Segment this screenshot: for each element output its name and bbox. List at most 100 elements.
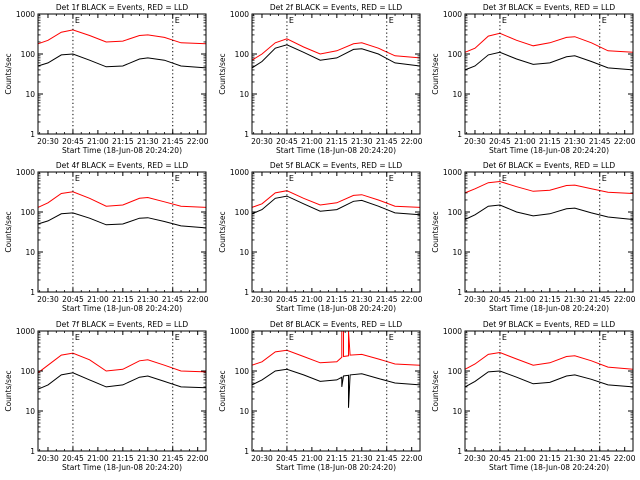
event-marker-label: E bbox=[502, 174, 507, 183]
x-tick-label: 21:15 bbox=[326, 295, 348, 304]
x-tick-label: 20:30 bbox=[37, 137, 59, 146]
x-tick-label: 20:45 bbox=[276, 137, 298, 146]
series-lld-line bbox=[38, 192, 206, 208]
subplot-title: Det 7f BLACK = Events, RED = LLD bbox=[56, 320, 189, 329]
series-lld-line bbox=[465, 353, 633, 370]
x-tick-label: 21:30 bbox=[137, 137, 159, 146]
x-tick-label: 21:45 bbox=[376, 454, 398, 463]
plot-frame bbox=[252, 331, 420, 451]
x-tick-label: 22:00 bbox=[401, 137, 423, 146]
series-events-line bbox=[38, 373, 206, 389]
event-marker-label: E bbox=[502, 333, 507, 342]
y-tick-label: 1000 bbox=[443, 10, 462, 19]
y-tick-label: 10 bbox=[239, 407, 249, 416]
event-marker-label: E bbox=[502, 16, 507, 25]
subplot-5: Det 5f BLACK = Events, RED = LLD 1 10 100 10… bbox=[218, 161, 423, 313]
x-tick-label: 22:00 bbox=[187, 137, 209, 146]
y-tick-label: 100 bbox=[235, 367, 250, 376]
x-tick-label: 21:30 bbox=[351, 137, 373, 146]
x-tick-label: 21:15 bbox=[326, 137, 348, 146]
event-marker-label: E bbox=[389, 16, 394, 25]
x-tick-label: 22:00 bbox=[614, 295, 636, 304]
y-tick-label: 1 bbox=[244, 447, 249, 456]
subplot-8: Det 8f BLACK = Events, RED = LLD11010010… bbox=[218, 320, 423, 472]
series-lld-line bbox=[252, 191, 420, 208]
x-tick-label: 21:30 bbox=[564, 295, 586, 304]
event-marker-label: E bbox=[602, 16, 607, 25]
plot-frame bbox=[38, 331, 206, 451]
x-tick-label: 21:15 bbox=[539, 137, 561, 146]
series-lld-line bbox=[38, 30, 206, 44]
x-tick-label: 21:00 bbox=[301, 295, 323, 304]
x-axis-label: Start Time (18-Jun-08 20:24:20) bbox=[489, 463, 609, 472]
x-axis-label: Start Time (18-Jun-08 20:24:20) bbox=[489, 146, 609, 155]
x-tick-label: 20:45 bbox=[276, 454, 298, 463]
event-marker-label: E bbox=[289, 333, 294, 342]
x-tick-label: 20:45 bbox=[62, 295, 84, 304]
x-tick-label: 21:45 bbox=[589, 137, 611, 146]
y-axis-label: Counts/sec bbox=[431, 370, 440, 411]
x-tick-label: 20:30 bbox=[464, 295, 486, 304]
subplot-9: Det 9f BLACK = Events, RED = LLD 1 10 100 10… bbox=[431, 320, 636, 472]
x-tick-label: 21:15 bbox=[112, 137, 134, 146]
y-axis-label: Counts/sec bbox=[4, 370, 13, 411]
y-tick-label: 10 bbox=[25, 248, 35, 257]
y-tick-label: 1000 bbox=[16, 327, 35, 336]
x-axis-label: Start Time (18-Jun-08 20:24:20) bbox=[276, 146, 396, 155]
subplot-title: Det 3f BLACK = Events, RED = LLD bbox=[483, 3, 616, 12]
y-tick-label: 1 bbox=[30, 130, 35, 139]
y-tick-label: 100 bbox=[21, 367, 36, 376]
subplot-title: Det 1f BLACK = Events, RED = LLD bbox=[56, 3, 189, 12]
x-tick-label: 21:00 bbox=[87, 454, 109, 463]
x-tick-label: 21:30 bbox=[564, 454, 586, 463]
subplot-1: Det 1f BLACK = Events, RED = LLD 1 10 100 10… bbox=[4, 3, 209, 155]
x-tick-label: 20:45 bbox=[62, 454, 84, 463]
x-tick-label: 22:00 bbox=[614, 137, 636, 146]
series-events-line bbox=[465, 205, 633, 220]
event-marker-label: E bbox=[175, 16, 180, 25]
y-tick-label: 100 bbox=[448, 367, 463, 376]
x-tick-label: 20:45 bbox=[489, 454, 511, 463]
subplot-title: Det 5f BLACK = Events, RED = LLD bbox=[270, 161, 403, 170]
event-marker-label: E bbox=[289, 174, 294, 183]
x-tick-label: 22:00 bbox=[187, 295, 209, 304]
y-tick-label: 100 bbox=[235, 208, 250, 217]
y-tick-label: 100 bbox=[448, 208, 463, 217]
x-tick-label: 21:00 bbox=[87, 295, 109, 304]
x-tick-label: 20:45 bbox=[489, 295, 511, 304]
x-tick-label: 21:00 bbox=[514, 454, 536, 463]
subplot-title: Det 6f BLACK = Events, RED = LLD bbox=[483, 161, 616, 170]
x-tick-label: 21:15 bbox=[326, 454, 348, 463]
plot-frame bbox=[465, 331, 633, 451]
x-tick-label: 21:45 bbox=[589, 295, 611, 304]
x-axis-label: Start Time (18-Jun-08 20:24:20) bbox=[62, 463, 182, 472]
x-tick-label: 21:45 bbox=[589, 454, 611, 463]
y-tick-label: 100 bbox=[21, 50, 36, 59]
subplot-title: Det 9f BLACK = Events, RED = LLD bbox=[483, 320, 616, 329]
subplot-title: Det 2f BLACK = Events, RED = LLD bbox=[270, 3, 403, 12]
x-tick-label: 21:15 bbox=[539, 295, 561, 304]
x-tick-label: 22:00 bbox=[187, 454, 209, 463]
x-tick-label: 21:00 bbox=[301, 454, 323, 463]
y-tick-label: 10 bbox=[25, 407, 35, 416]
event-marker-label: E bbox=[389, 174, 394, 183]
y-tick-label: 10 bbox=[452, 90, 462, 99]
plot-frame bbox=[465, 14, 633, 134]
series-lld-line bbox=[38, 353, 206, 373]
y-tick-label: 10 bbox=[452, 407, 462, 416]
x-tick-label: 20:30 bbox=[464, 137, 486, 146]
x-tick-label: 21:00 bbox=[514, 137, 536, 146]
event-marker-label: E bbox=[175, 174, 180, 183]
event-marker-label: E bbox=[75, 174, 80, 183]
x-tick-label: 22:00 bbox=[614, 454, 636, 463]
y-axis-label: Counts/sec bbox=[4, 53, 13, 94]
x-tick-label: 20:30 bbox=[251, 295, 273, 304]
event-marker-label: E bbox=[75, 333, 80, 342]
y-axis-label: Counts/sec bbox=[218, 211, 227, 252]
event-marker-label: E bbox=[175, 333, 180, 342]
x-tick-label: 20:30 bbox=[37, 295, 59, 304]
y-axis-label: Counts/sec bbox=[431, 211, 440, 252]
y-axis-label: Counts/sec bbox=[218, 370, 227, 411]
x-tick-label: 21:30 bbox=[351, 295, 373, 304]
